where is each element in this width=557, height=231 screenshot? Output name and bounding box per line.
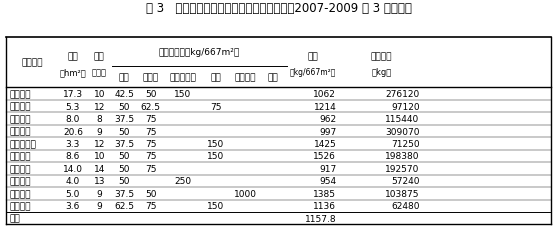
- Text: 罗江笙竹: 罗江笙竹: [9, 201, 31, 210]
- Text: 50: 50: [119, 164, 130, 173]
- Text: 果园地点: 果园地点: [22, 58, 43, 67]
- Text: 997: 997: [319, 127, 336, 136]
- Text: 71250: 71250: [391, 139, 419, 148]
- Text: 954: 954: [319, 177, 336, 185]
- Text: 銀坑洋送: 銀坑洋送: [9, 115, 31, 124]
- Text: 祈禄山坑溪: 祈禄山坑溪: [9, 139, 36, 148]
- Text: 50: 50: [145, 90, 157, 99]
- Text: 917: 917: [319, 164, 336, 173]
- Text: 复合肂: 复合肂: [143, 73, 159, 82]
- Text: 50: 50: [145, 189, 157, 198]
- Text: 17.3: 17.3: [63, 90, 83, 99]
- Text: 树龄: 树龄: [94, 52, 105, 61]
- Text: 8: 8: [96, 115, 102, 124]
- Text: 75: 75: [145, 201, 157, 210]
- Text: 单产: 单产: [308, 52, 319, 61]
- Text: 42.5: 42.5: [114, 90, 134, 99]
- Text: 75: 75: [145, 127, 157, 136]
- Text: 62.5: 62.5: [141, 102, 161, 111]
- Text: 仙下观背: 仙下观背: [9, 102, 31, 111]
- Text: 沼液: 沼液: [267, 73, 278, 82]
- Text: 12: 12: [94, 139, 105, 148]
- Text: 3.3: 3.3: [66, 139, 80, 148]
- Text: 57240: 57240: [391, 177, 419, 185]
- Text: 贡江植林: 贡江植林: [9, 177, 31, 185]
- Text: （kg）: （kg）: [371, 68, 392, 77]
- Text: 10: 10: [94, 152, 105, 161]
- Text: 1062: 1062: [314, 90, 336, 99]
- Text: 150: 150: [174, 90, 191, 99]
- Text: 菜秸: 菜秸: [211, 73, 221, 82]
- Text: 生物有机肂: 生物有机肂: [169, 73, 196, 82]
- Text: 1385: 1385: [313, 189, 336, 198]
- Text: 62.5: 62.5: [114, 201, 134, 210]
- Text: 75: 75: [145, 115, 157, 124]
- Text: 50: 50: [119, 177, 130, 185]
- Text: 14.0: 14.0: [63, 164, 83, 173]
- Text: 5.3: 5.3: [66, 102, 80, 111]
- Text: 62480: 62480: [391, 201, 419, 210]
- Text: 1526: 1526: [314, 152, 336, 161]
- Text: 禾丰金盆: 禾丰金盆: [9, 189, 31, 198]
- Text: 3.6: 3.6: [66, 201, 80, 210]
- Text: 8.6: 8.6: [66, 152, 80, 161]
- Text: 4.0: 4.0: [66, 177, 80, 185]
- Text: 表 3   部分取土样果园施肆与产量情况调查（2007-2009 年 3 年平均）: 表 3 部分取土样果园施肆与产量情况调查（2007-2009 年 3 年平均）: [145, 2, 412, 15]
- Text: 5.0: 5.0: [66, 189, 80, 198]
- Text: 250: 250: [174, 177, 191, 185]
- Text: 198380: 198380: [385, 152, 419, 161]
- Text: 276120: 276120: [385, 90, 419, 99]
- Text: 10: 10: [94, 90, 105, 99]
- Text: 年施肥情况（kg/667m²）: 年施肥情况（kg/667m²）: [159, 48, 240, 57]
- Text: 1000: 1000: [234, 189, 257, 198]
- Text: 150: 150: [207, 201, 224, 210]
- Text: 禾丰利邦: 禾丰利邦: [9, 152, 31, 161]
- Text: 75: 75: [210, 102, 222, 111]
- Text: 309070: 309070: [385, 127, 419, 136]
- Text: 1157.8: 1157.8: [305, 214, 336, 223]
- Text: 8.0: 8.0: [66, 115, 80, 124]
- Text: 9: 9: [96, 201, 102, 210]
- Text: 12: 12: [94, 102, 105, 111]
- Text: 14: 14: [94, 164, 105, 173]
- Text: 1214: 1214: [314, 102, 336, 111]
- Text: 平均: 平均: [9, 214, 21, 223]
- Text: （kg/667m²）: （kg/667m²）: [290, 68, 336, 77]
- Text: 仙下富坑: 仙下富坑: [9, 90, 31, 99]
- Text: 37.5: 37.5: [114, 115, 134, 124]
- Text: 9: 9: [96, 127, 102, 136]
- Text: 103875: 103875: [385, 189, 419, 198]
- Text: 9: 9: [96, 189, 102, 198]
- Text: 150: 150: [207, 152, 224, 161]
- Text: 962: 962: [319, 115, 336, 124]
- Text: 13: 13: [94, 177, 105, 185]
- Text: 37.5: 37.5: [114, 189, 134, 198]
- Text: 75: 75: [145, 139, 157, 148]
- Text: 50: 50: [119, 152, 130, 161]
- Text: 97120: 97120: [391, 102, 419, 111]
- Text: 50: 50: [119, 127, 130, 136]
- Text: 面积: 面积: [67, 52, 79, 61]
- Text: 1136: 1136: [313, 201, 336, 210]
- Text: 75: 75: [145, 152, 157, 161]
- Text: 馒镇磷肂: 馒镇磷肂: [234, 73, 256, 82]
- Text: 192570: 192570: [385, 164, 419, 173]
- Text: 尿素: 尿素: [119, 73, 130, 82]
- Text: 新降高田: 新降高田: [9, 164, 31, 173]
- Text: （年）: （年）: [92, 68, 107, 77]
- Text: （hm²）: （hm²）: [60, 68, 86, 77]
- Text: 年总产量: 年总产量: [370, 52, 392, 61]
- Text: 1425: 1425: [314, 139, 336, 148]
- Text: 37.5: 37.5: [114, 139, 134, 148]
- Text: 50: 50: [119, 102, 130, 111]
- Text: 115440: 115440: [385, 115, 419, 124]
- Text: 车溪丰产: 车溪丰产: [9, 127, 31, 136]
- Text: 150: 150: [207, 139, 224, 148]
- Text: 20.6: 20.6: [63, 127, 83, 136]
- Text: 75: 75: [145, 164, 157, 173]
